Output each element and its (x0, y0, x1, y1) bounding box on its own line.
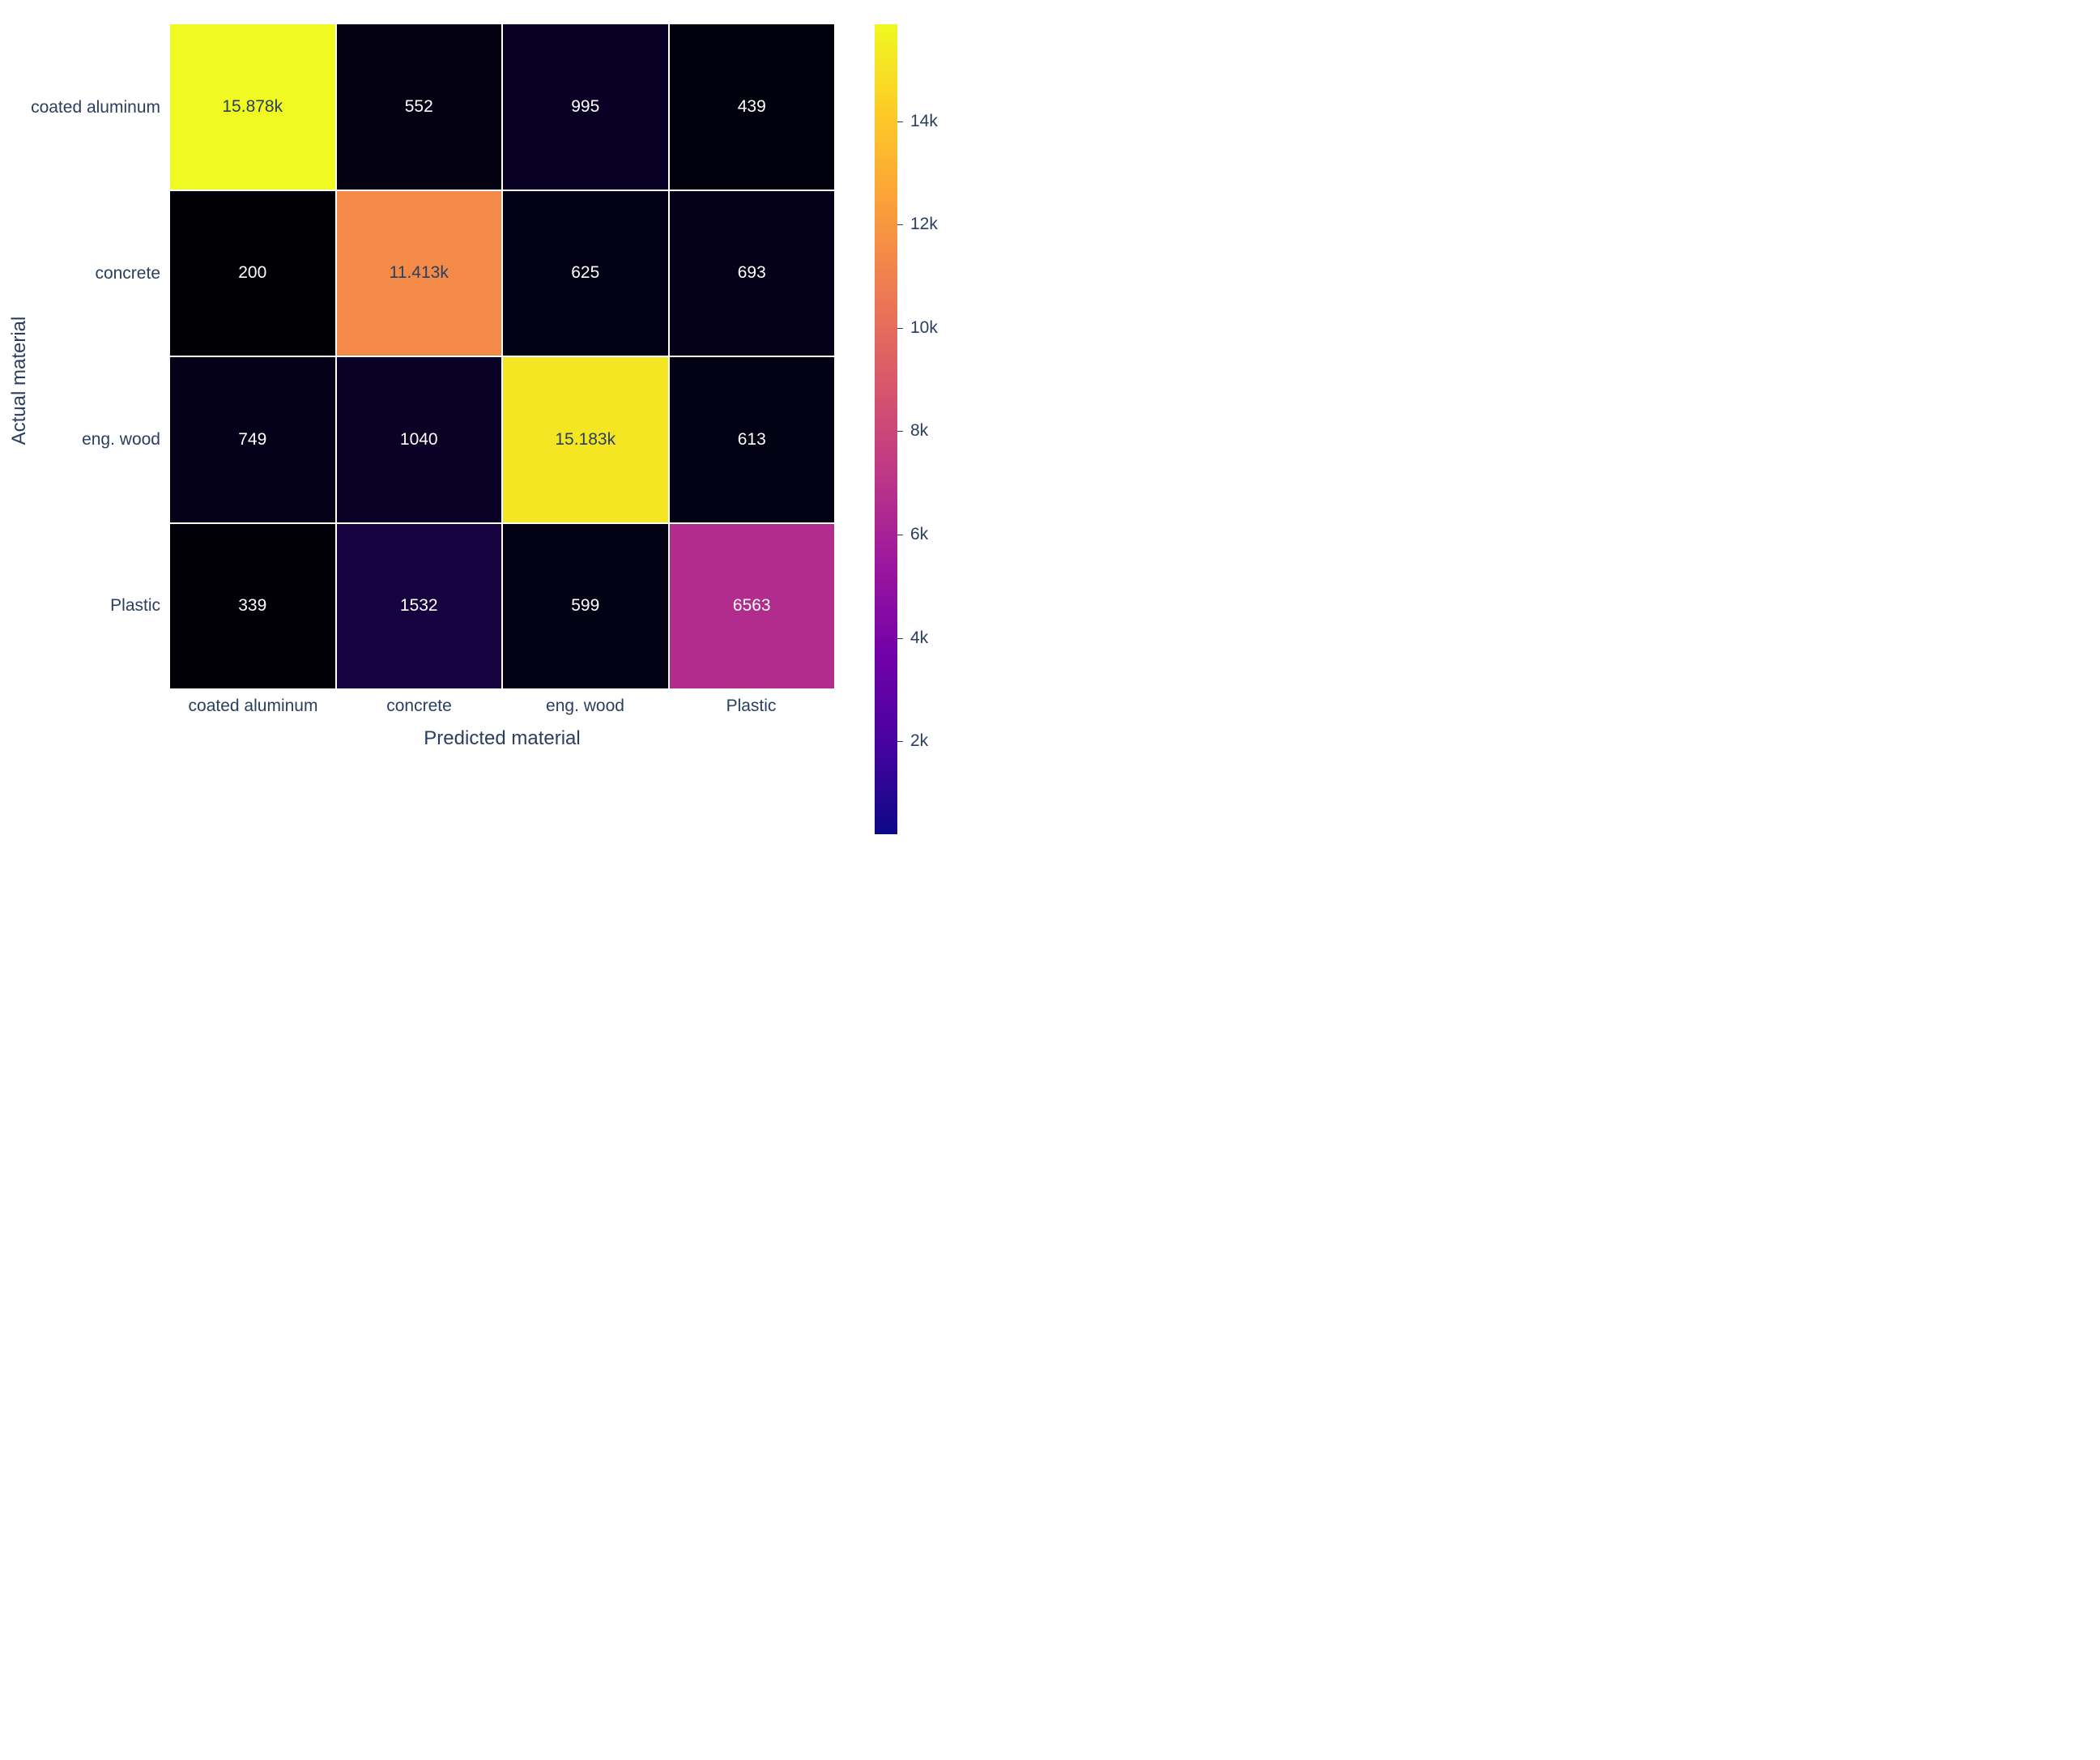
cell-value: 11.413k (390, 263, 449, 283)
heatmap-cell: 6563 (670, 524, 835, 689)
heatmap-cell: 11.413k (337, 191, 502, 356)
y-axis: Actual material coated aluminum concrete e… (0, 24, 170, 688)
y-tick-label: Plastic (110, 596, 160, 616)
heatmap-cell: 552 (337, 24, 502, 190)
y-tick-label: coated aluminum (31, 98, 160, 117)
confusion-matrix-figure: Actual material coated aluminum concrete e… (0, 0, 1050, 880)
heatmap-cell: 625 (503, 191, 668, 356)
colorbar-gradient (875, 24, 897, 834)
heatmap-cell: 200 (170, 191, 335, 356)
cell-value: 6563 (733, 596, 771, 616)
cell-value: 1532 (400, 596, 438, 616)
heatmap-cell: 1040 (337, 357, 502, 522)
cell-value: 693 (738, 263, 766, 283)
colorbar-tick-label: 14k (910, 112, 938, 131)
cell-value: 200 (238, 263, 266, 283)
cell-value: 995 (571, 97, 599, 117)
cell-value: 439 (738, 97, 766, 117)
heatmap-cell: 1532 (337, 524, 502, 689)
cell-value: 15.878k (222, 97, 283, 117)
colorbar-tick (897, 121, 903, 122)
heatmap-cell: 439 (670, 24, 835, 190)
y-axis-title: Actual material (8, 317, 31, 445)
cell-value: 15.183k (555, 430, 616, 450)
colorbar-tick (897, 224, 903, 225)
x-tick-label: concrete (386, 697, 452, 716)
x-axis-title: Predicted material (424, 727, 580, 750)
x-axis: Predicted material coated aluminum concre… (170, 688, 834, 786)
colorbar-tick-label: 2k (910, 731, 928, 751)
heatmap-grid: 15.878k 552 995 439 200 11.413k 625 693 749 1040 1… (170, 24, 834, 688)
colorbar-tick-label: 10k (910, 318, 938, 338)
colorbar-tick (897, 328, 903, 329)
x-tick-label: coated aluminum (189, 697, 318, 716)
cell-value: 613 (738, 430, 766, 450)
colorbar-tick (897, 431, 903, 432)
colorbar-tick-label: 12k (910, 215, 938, 234)
heatmap-cell: 339 (170, 524, 335, 689)
heatmap-cell: 15.183k (503, 357, 668, 522)
colorbar: 2k4k6k8k10k12k14k (875, 24, 897, 834)
heatmap-cell: 749 (170, 357, 335, 522)
cell-value: 625 (571, 263, 599, 283)
heatmap-cell: 693 (670, 191, 835, 356)
x-tick-label: eng. wood (546, 697, 624, 716)
heatmap-cell: 613 (670, 357, 835, 522)
cell-value: 749 (238, 430, 266, 450)
colorbar-tick-label: 6k (910, 525, 928, 544)
y-tick-label: concrete (95, 264, 160, 283)
cell-value: 1040 (400, 430, 438, 450)
heatmap-cell: 599 (503, 524, 668, 689)
x-tick-label: Plastic (726, 697, 777, 716)
cell-value: 339 (238, 596, 266, 616)
colorbar-tick (897, 741, 903, 742)
colorbar-tick-label: 8k (910, 421, 928, 441)
heatmap-cell: 995 (503, 24, 668, 190)
heatmap-plot-area: 15.878k 552 995 439 200 11.413k 625 693 749 1040 1… (170, 24, 834, 688)
y-tick-label: eng. wood (82, 430, 160, 450)
heatmap-cell: 15.878k (170, 24, 335, 190)
colorbar-tick (897, 638, 903, 639)
cell-value: 599 (571, 596, 599, 616)
colorbar-tick-label: 4k (910, 629, 928, 648)
cell-value: 552 (405, 97, 433, 117)
